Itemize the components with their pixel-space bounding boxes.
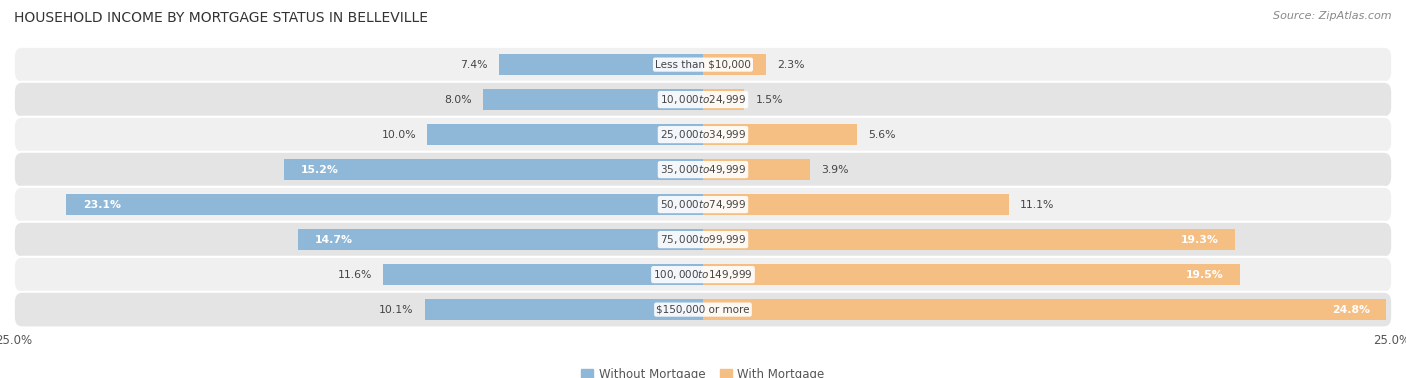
- Text: $50,000 to $74,999: $50,000 to $74,999: [659, 198, 747, 211]
- Bar: [703, 264, 1240, 285]
- Text: 15.2%: 15.2%: [301, 164, 339, 175]
- FancyBboxPatch shape: [14, 117, 1392, 152]
- Text: $25,000 to $34,999: $25,000 to $34,999: [659, 128, 747, 141]
- Bar: [703, 194, 1010, 215]
- Text: 24.8%: 24.8%: [1331, 305, 1369, 314]
- FancyBboxPatch shape: [14, 257, 1392, 293]
- Bar: [703, 299, 1386, 321]
- Text: 3.9%: 3.9%: [821, 164, 849, 175]
- Text: 8.0%: 8.0%: [444, 94, 471, 105]
- Text: 19.3%: 19.3%: [1181, 235, 1219, 245]
- Text: 1.5%: 1.5%: [755, 94, 783, 105]
- Text: 14.7%: 14.7%: [315, 235, 353, 245]
- Text: 11.1%: 11.1%: [1019, 200, 1054, 210]
- Text: 19.5%: 19.5%: [1187, 270, 1223, 280]
- FancyBboxPatch shape: [14, 222, 1392, 257]
- Bar: [482, 89, 703, 110]
- FancyBboxPatch shape: [14, 47, 1392, 82]
- Bar: [298, 229, 703, 251]
- Text: 5.6%: 5.6%: [869, 130, 896, 139]
- FancyBboxPatch shape: [14, 82, 1392, 118]
- Text: 10.1%: 10.1%: [380, 305, 413, 314]
- Text: 11.6%: 11.6%: [337, 270, 373, 280]
- Text: $10,000 to $24,999: $10,000 to $24,999: [659, 93, 747, 106]
- Bar: [703, 54, 766, 76]
- Text: $150,000 or more: $150,000 or more: [657, 305, 749, 314]
- Text: 2.3%: 2.3%: [778, 60, 804, 70]
- Bar: [703, 159, 810, 180]
- Text: Less than $10,000: Less than $10,000: [655, 60, 751, 70]
- Text: 7.4%: 7.4%: [461, 60, 488, 70]
- Text: 10.0%: 10.0%: [382, 130, 416, 139]
- Bar: [703, 89, 744, 110]
- FancyBboxPatch shape: [14, 152, 1392, 187]
- Text: HOUSEHOLD INCOME BY MORTGAGE STATUS IN BELLEVILLE: HOUSEHOLD INCOME BY MORTGAGE STATUS IN B…: [14, 11, 427, 25]
- Bar: [703, 229, 1234, 251]
- Bar: [284, 159, 703, 180]
- Text: $35,000 to $49,999: $35,000 to $49,999: [659, 163, 747, 176]
- Legend: Without Mortgage, With Mortgage: Without Mortgage, With Mortgage: [576, 363, 830, 378]
- Bar: [427, 124, 703, 146]
- Bar: [384, 264, 703, 285]
- Bar: [425, 299, 703, 321]
- Text: $100,000 to $149,999: $100,000 to $149,999: [654, 268, 752, 281]
- Text: $75,000 to $99,999: $75,000 to $99,999: [659, 233, 747, 246]
- Text: Source: ZipAtlas.com: Source: ZipAtlas.com: [1274, 11, 1392, 21]
- FancyBboxPatch shape: [14, 292, 1392, 327]
- Text: 23.1%: 23.1%: [83, 200, 121, 210]
- FancyBboxPatch shape: [14, 187, 1392, 223]
- Bar: [703, 124, 858, 146]
- Bar: [66, 194, 703, 215]
- Bar: [499, 54, 703, 76]
